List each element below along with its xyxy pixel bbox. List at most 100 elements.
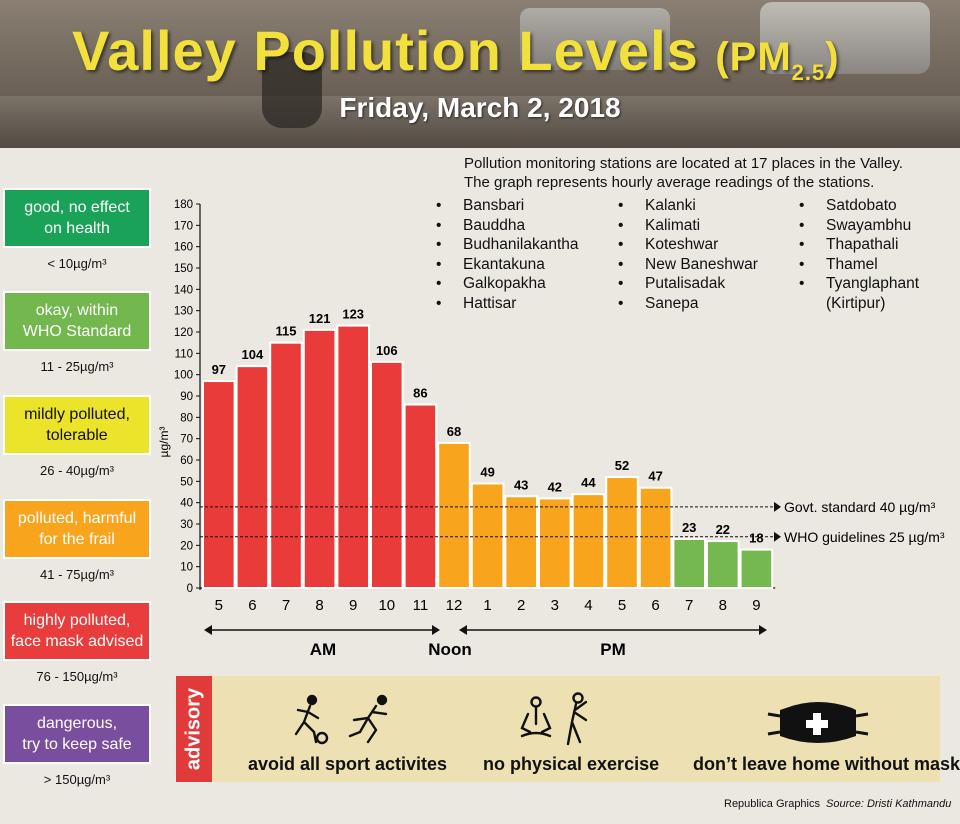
y-tick-label: 100 [174, 370, 193, 382]
bar-value-label: 43 [514, 477, 528, 492]
advisory-tag: advisory [176, 676, 212, 782]
y-tick-label: 50 [180, 476, 193, 488]
y-tick-label: 120 [174, 327, 193, 339]
chart-bar [470, 482, 505, 590]
reference-label: Govt. standard 40 µg/m³ [784, 499, 936, 515]
page-date: Friday, March 2, 2018 [339, 92, 621, 123]
station-list: SatdobatoSwayambhuThapathaliThamelTyangl… [799, 196, 919, 314]
station-item: Thapathali [799, 235, 919, 255]
advisory-label: avoid all sport activites [248, 754, 448, 774]
station-list: KalankiKalimatiKoteshwarNew BaneshwarPut… [618, 196, 758, 314]
bar-value-label: 23 [682, 520, 696, 535]
chart-bar [202, 380, 236, 590]
am-arrow-head [204, 625, 212, 635]
legend-label: on health [44, 220, 110, 237]
advisory-icons [294, 692, 869, 746]
legend-label: face mask advised [10, 633, 144, 650]
am-arrow-head [432, 625, 440, 635]
chart-bar [739, 548, 774, 589]
pm-arrow-head [459, 625, 467, 635]
advisory-label: no physical exercise [483, 754, 660, 774]
bar-value-label: 52 [615, 458, 629, 473]
x-tick-label: 4 [584, 597, 592, 614]
chart-bar [235, 365, 270, 589]
period-label-noon: Noon [428, 640, 471, 659]
x-tick-label: 5 [618, 597, 626, 614]
header-banner: Valley Pollution Levels (PM2.5) Friday, … [0, 0, 960, 148]
station-item: Satdobato [799, 196, 919, 216]
x-tick-label: 8 [315, 597, 323, 614]
chart-bar [605, 476, 639, 590]
reference-arrow [774, 531, 781, 542]
bar-value-label: 97 [212, 362, 226, 377]
mask-icon [767, 702, 869, 743]
title-close: ) [825, 35, 840, 79]
legend-swatch: dangerous, try to keep safe [5, 706, 149, 762]
y-tick-label: 20 [180, 540, 193, 552]
advisory-panel: advisory avoid all sport activites no ph… [176, 676, 960, 782]
chart-bar [336, 324, 370, 589]
y-tick-label: 70 [180, 434, 193, 446]
stations-intro-line: The graph represents hourly average read… [464, 174, 875, 191]
x-tick-label: 11 [413, 597, 429, 614]
y-tick-label: 170 [174, 220, 193, 232]
legend-label: WHO Standard [22, 323, 132, 340]
station-item: (Kirtipur) [826, 294, 886, 312]
bar-value-label: 49 [480, 464, 494, 479]
station-item: Kalimati [618, 216, 758, 236]
x-tick-label: 9 [752, 597, 760, 614]
legend-range: < 10µg/m³ [47, 256, 107, 271]
motorbike-image [262, 52, 322, 128]
legend-label: try to keep safe [22, 736, 132, 753]
bar-value-label: 68 [447, 424, 461, 439]
stations-intro: Pollution monitoring stations are locate… [464, 154, 954, 192]
reference-label: WHO guidelines 25 µg/m³ [784, 529, 945, 545]
station-item: Kalanki [618, 196, 758, 216]
y-axis-label: µg/m³ [157, 427, 171, 458]
y-tick-label: 0 [187, 583, 193, 595]
legend-label: for the frail [39, 531, 115, 548]
title-main: Valley Pollution Levels [72, 19, 699, 82]
car-image [760, 2, 930, 74]
source: Source: Dristi Kathmandu [826, 798, 952, 810]
y-tick-label: 60 [180, 455, 193, 467]
reference-arrow [774, 501, 781, 512]
sport-icon [294, 694, 388, 745]
advisory-label: don’t leave home without mask [693, 754, 960, 774]
bar-value-label: 121 [309, 311, 331, 326]
station-item: Tyanglaphant [799, 274, 919, 294]
x-tick-label: 3 [551, 597, 559, 614]
x-tick-label: 9 [349, 597, 357, 614]
x-tick-label: 6 [651, 597, 659, 614]
station-item: New Baneshwar [618, 255, 758, 275]
legend-label: highly polluted, [23, 612, 131, 629]
chart-bar [370, 360, 404, 589]
legend-swatch: mildly polluted, tolerable [5, 397, 149, 453]
title-pm: (PM [715, 35, 792, 79]
legend-label: dangerous, [36, 715, 118, 732]
legend-label: okay, within [35, 302, 119, 319]
bar-value-label: 47 [648, 469, 662, 484]
legend-swatch: polluted, harmful for the frail [5, 501, 149, 557]
y-tick-label: 80 [180, 412, 193, 424]
station-item: Swayambhu [799, 216, 919, 236]
station-list: BansbariBauddhaBudhanilakanthaEkantakuna… [436, 196, 579, 314]
x-tick-label: 2 [517, 597, 525, 614]
chart-bar [571, 493, 606, 589]
y-tick-label: 110 [175, 348, 193, 360]
station-item: Thamel [799, 255, 919, 275]
legend-range: 26 - 40µg/m³ [40, 463, 114, 478]
y-tick-label: 130 [174, 306, 193, 318]
station-item: Bansbari [436, 196, 579, 216]
chart-bar [437, 441, 471, 589]
y-tick-label: 30 [180, 519, 193, 531]
bar-value-label: 115 [276, 324, 297, 339]
x-tick-label: 7 [282, 597, 290, 614]
legend-range: 41 - 75µg/m³ [40, 567, 114, 582]
x-tick-label: 7 [685, 597, 693, 614]
title-subscript: 2.5 [791, 60, 826, 85]
y-tick-label: 180 [174, 199, 193, 211]
station-item: Hattisar [436, 294, 579, 314]
pm-arrow-head [759, 625, 767, 635]
y-tick-label: 90 [180, 391, 193, 403]
